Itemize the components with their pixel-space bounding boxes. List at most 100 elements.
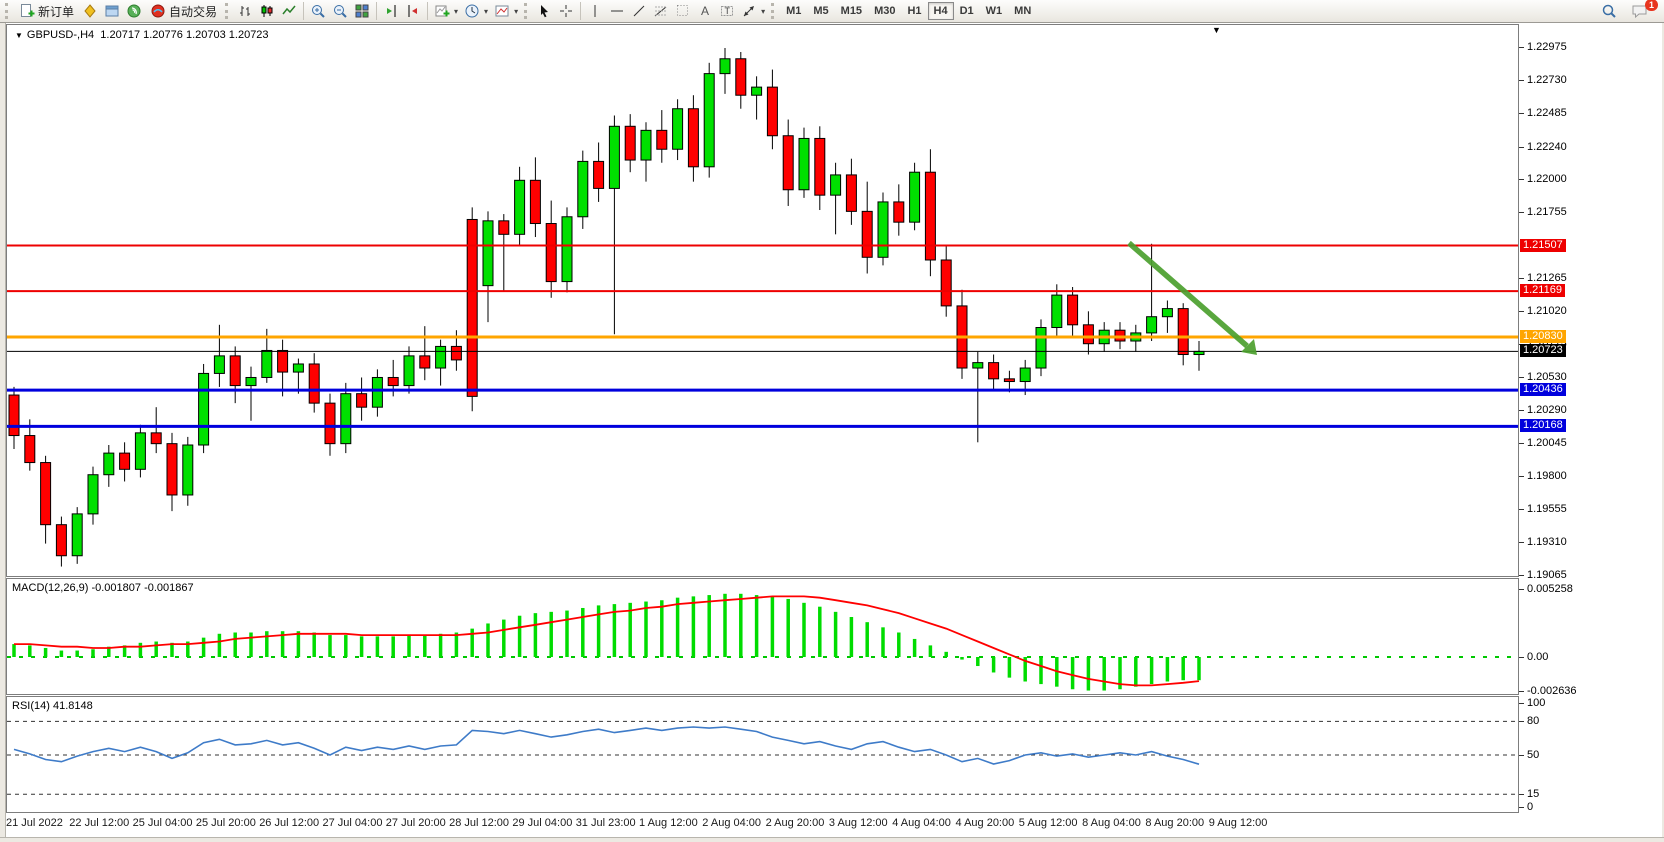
notifications-button[interactable]: 1 xyxy=(1628,0,1658,21)
fibonacci-button[interactable] xyxy=(650,1,672,21)
axis-tick-mark xyxy=(1519,794,1524,796)
chart-shift-marker[interactable]: ▼ xyxy=(1212,25,1221,35)
text-label-button[interactable]: T xyxy=(716,1,738,21)
bear-candle xyxy=(545,223,557,283)
axis-tick-mark xyxy=(1519,703,1524,704)
macd-pane[interactable]: MACD(12,26,9) -0.001807 -0.001867 xyxy=(6,578,1519,695)
chart-shift-icon xyxy=(408,5,418,17)
bear-candle xyxy=(782,135,794,191)
time-axis-label: 4 Aug 04:00 xyxy=(892,817,951,829)
new-order-button[interactable]: 新订单 xyxy=(14,1,79,21)
shapes-button[interactable]: ▾ xyxy=(738,1,768,21)
line-chart-icon xyxy=(282,5,296,15)
bull-candle xyxy=(1146,316,1158,334)
window-bottom-edge xyxy=(0,837,1664,842)
chevron-down-icon: ▾ xyxy=(514,6,519,16)
tile-windows-button[interactable] xyxy=(351,1,373,21)
axis-tick-label: 15 xyxy=(1527,788,1540,801)
trend-arrow-line[interactable] xyxy=(1127,240,1249,349)
time-axis-label: 21 Jul 2022 xyxy=(6,817,63,829)
price-flag: 1.20723 xyxy=(1520,344,1566,358)
chevron-down-icon[interactable]: ▼ xyxy=(15,31,23,40)
time-axis[interactable]: 21 Jul 2022 22 Jul 12:00 25 Jul 04:00 25 Ju… xyxy=(6,813,1664,837)
timeframe-h4[interactable]: H4 xyxy=(927,2,954,20)
candlestick-button[interactable] xyxy=(256,1,278,21)
bear-candle xyxy=(55,524,67,557)
bear-candle xyxy=(845,174,857,212)
chart-shift-button[interactable] xyxy=(402,1,424,21)
timeframe-mn[interactable]: MN xyxy=(1008,2,1037,20)
timeframe-m1[interactable]: M1 xyxy=(780,2,807,20)
timeframe-m5[interactable]: M5 xyxy=(807,2,834,20)
bear-candle xyxy=(8,394,20,437)
trendline-button[interactable] xyxy=(628,1,650,21)
axis-tick-mark xyxy=(1519,807,1524,808)
axis-tick-label: 1.20290 xyxy=(1527,403,1567,416)
toolbar-grip[interactable] xyxy=(5,3,11,19)
symbol-label: ▼ GBPUSD-,H4 1.20717 1.20776 1.20703 1.20… xyxy=(15,29,269,41)
axis-tick-mark xyxy=(1519,113,1524,115)
fibonacci-icon xyxy=(654,6,667,17)
indicators-button[interactable]: ▾ xyxy=(431,1,461,21)
bull-candle xyxy=(435,345,447,369)
bear-candle xyxy=(814,137,826,196)
bear-candle xyxy=(119,452,131,470)
market-watch-button[interactable] xyxy=(79,1,101,21)
price-axis[interactable]: 1.22975 1.22730 1.22485 1.22240 1.22000 1.217… xyxy=(1519,23,1664,814)
timeframe-m15[interactable]: M15 xyxy=(835,2,868,20)
vertical-line-button[interactable] xyxy=(584,1,606,21)
trend-arrow-head[interactable] xyxy=(1241,339,1257,355)
axis-tick-label: -0.002636 xyxy=(1527,685,1577,697)
axis-tick-label: 1.21020 xyxy=(1527,305,1567,318)
bear-candle xyxy=(529,179,541,225)
timeframe-d1[interactable]: D1 xyxy=(954,2,980,20)
bear-candle xyxy=(450,345,462,361)
bear-candle xyxy=(308,363,320,404)
cursor-button[interactable] xyxy=(533,1,555,21)
bear-candle xyxy=(735,58,747,96)
bar-chart-button[interactable] xyxy=(234,1,256,21)
bull-candle xyxy=(608,125,620,189)
templates-button[interactable]: ▾ xyxy=(491,1,521,21)
horizontal-line-button[interactable] xyxy=(606,1,628,21)
bear-candle xyxy=(940,259,952,307)
axis-tick-label: 1.21755 xyxy=(1527,206,1567,219)
search-button[interactable] xyxy=(1598,1,1620,21)
rsi-pane[interactable]: RSI(14) 41.8148 xyxy=(6,696,1519,813)
timeframe-w1[interactable]: W1 xyxy=(980,2,1009,20)
bear-candle xyxy=(766,86,778,137)
timeframe-m30[interactable]: M30 xyxy=(868,2,901,20)
grid-button[interactable] xyxy=(672,1,694,21)
auto-scroll-button[interactable] xyxy=(380,1,402,21)
bear-candle xyxy=(687,108,699,168)
toolbar-grip[interactable] xyxy=(225,3,231,19)
crosshair-icon xyxy=(560,5,573,17)
line-chart-button[interactable] xyxy=(278,1,300,21)
bull-candle xyxy=(213,355,225,374)
text-icon: A xyxy=(701,4,709,18)
bear-candle xyxy=(166,443,178,496)
toolbar-grip[interactable] xyxy=(524,3,530,19)
bear-candle xyxy=(1082,324,1094,345)
axis-tick-label: 1.19065 xyxy=(1527,569,1567,582)
zoom-out-button[interactable] xyxy=(329,1,351,21)
periods-button[interactable]: ▾ xyxy=(461,1,491,21)
bull-candle xyxy=(245,376,257,387)
time-axis-label: 1 Aug 12:00 xyxy=(639,817,698,829)
timeframe-h1[interactable]: H1 xyxy=(901,2,927,20)
crosshair-button[interactable] xyxy=(555,1,577,21)
bear-candle xyxy=(387,376,399,387)
autotrading-button[interactable]: 自动交易 xyxy=(145,1,222,21)
toolbar-grip[interactable] xyxy=(771,3,777,19)
autotrading-label: 自动交易 xyxy=(169,4,218,19)
main-price-pane[interactable]: ▼ GBPUSD-,H4 1.20717 1.20776 1.20703 1.20… xyxy=(6,24,1519,577)
bull-candle xyxy=(703,73,715,168)
navigator-button[interactable] xyxy=(123,1,145,21)
text-button[interactable]: A xyxy=(694,1,716,21)
time-axis-label: 5 Aug 12:00 xyxy=(1018,817,1078,829)
grid-icon xyxy=(677,5,689,16)
data-window-button[interactable] xyxy=(101,1,123,21)
zoom-in-button[interactable] xyxy=(307,1,329,21)
bear-candle xyxy=(624,125,636,161)
